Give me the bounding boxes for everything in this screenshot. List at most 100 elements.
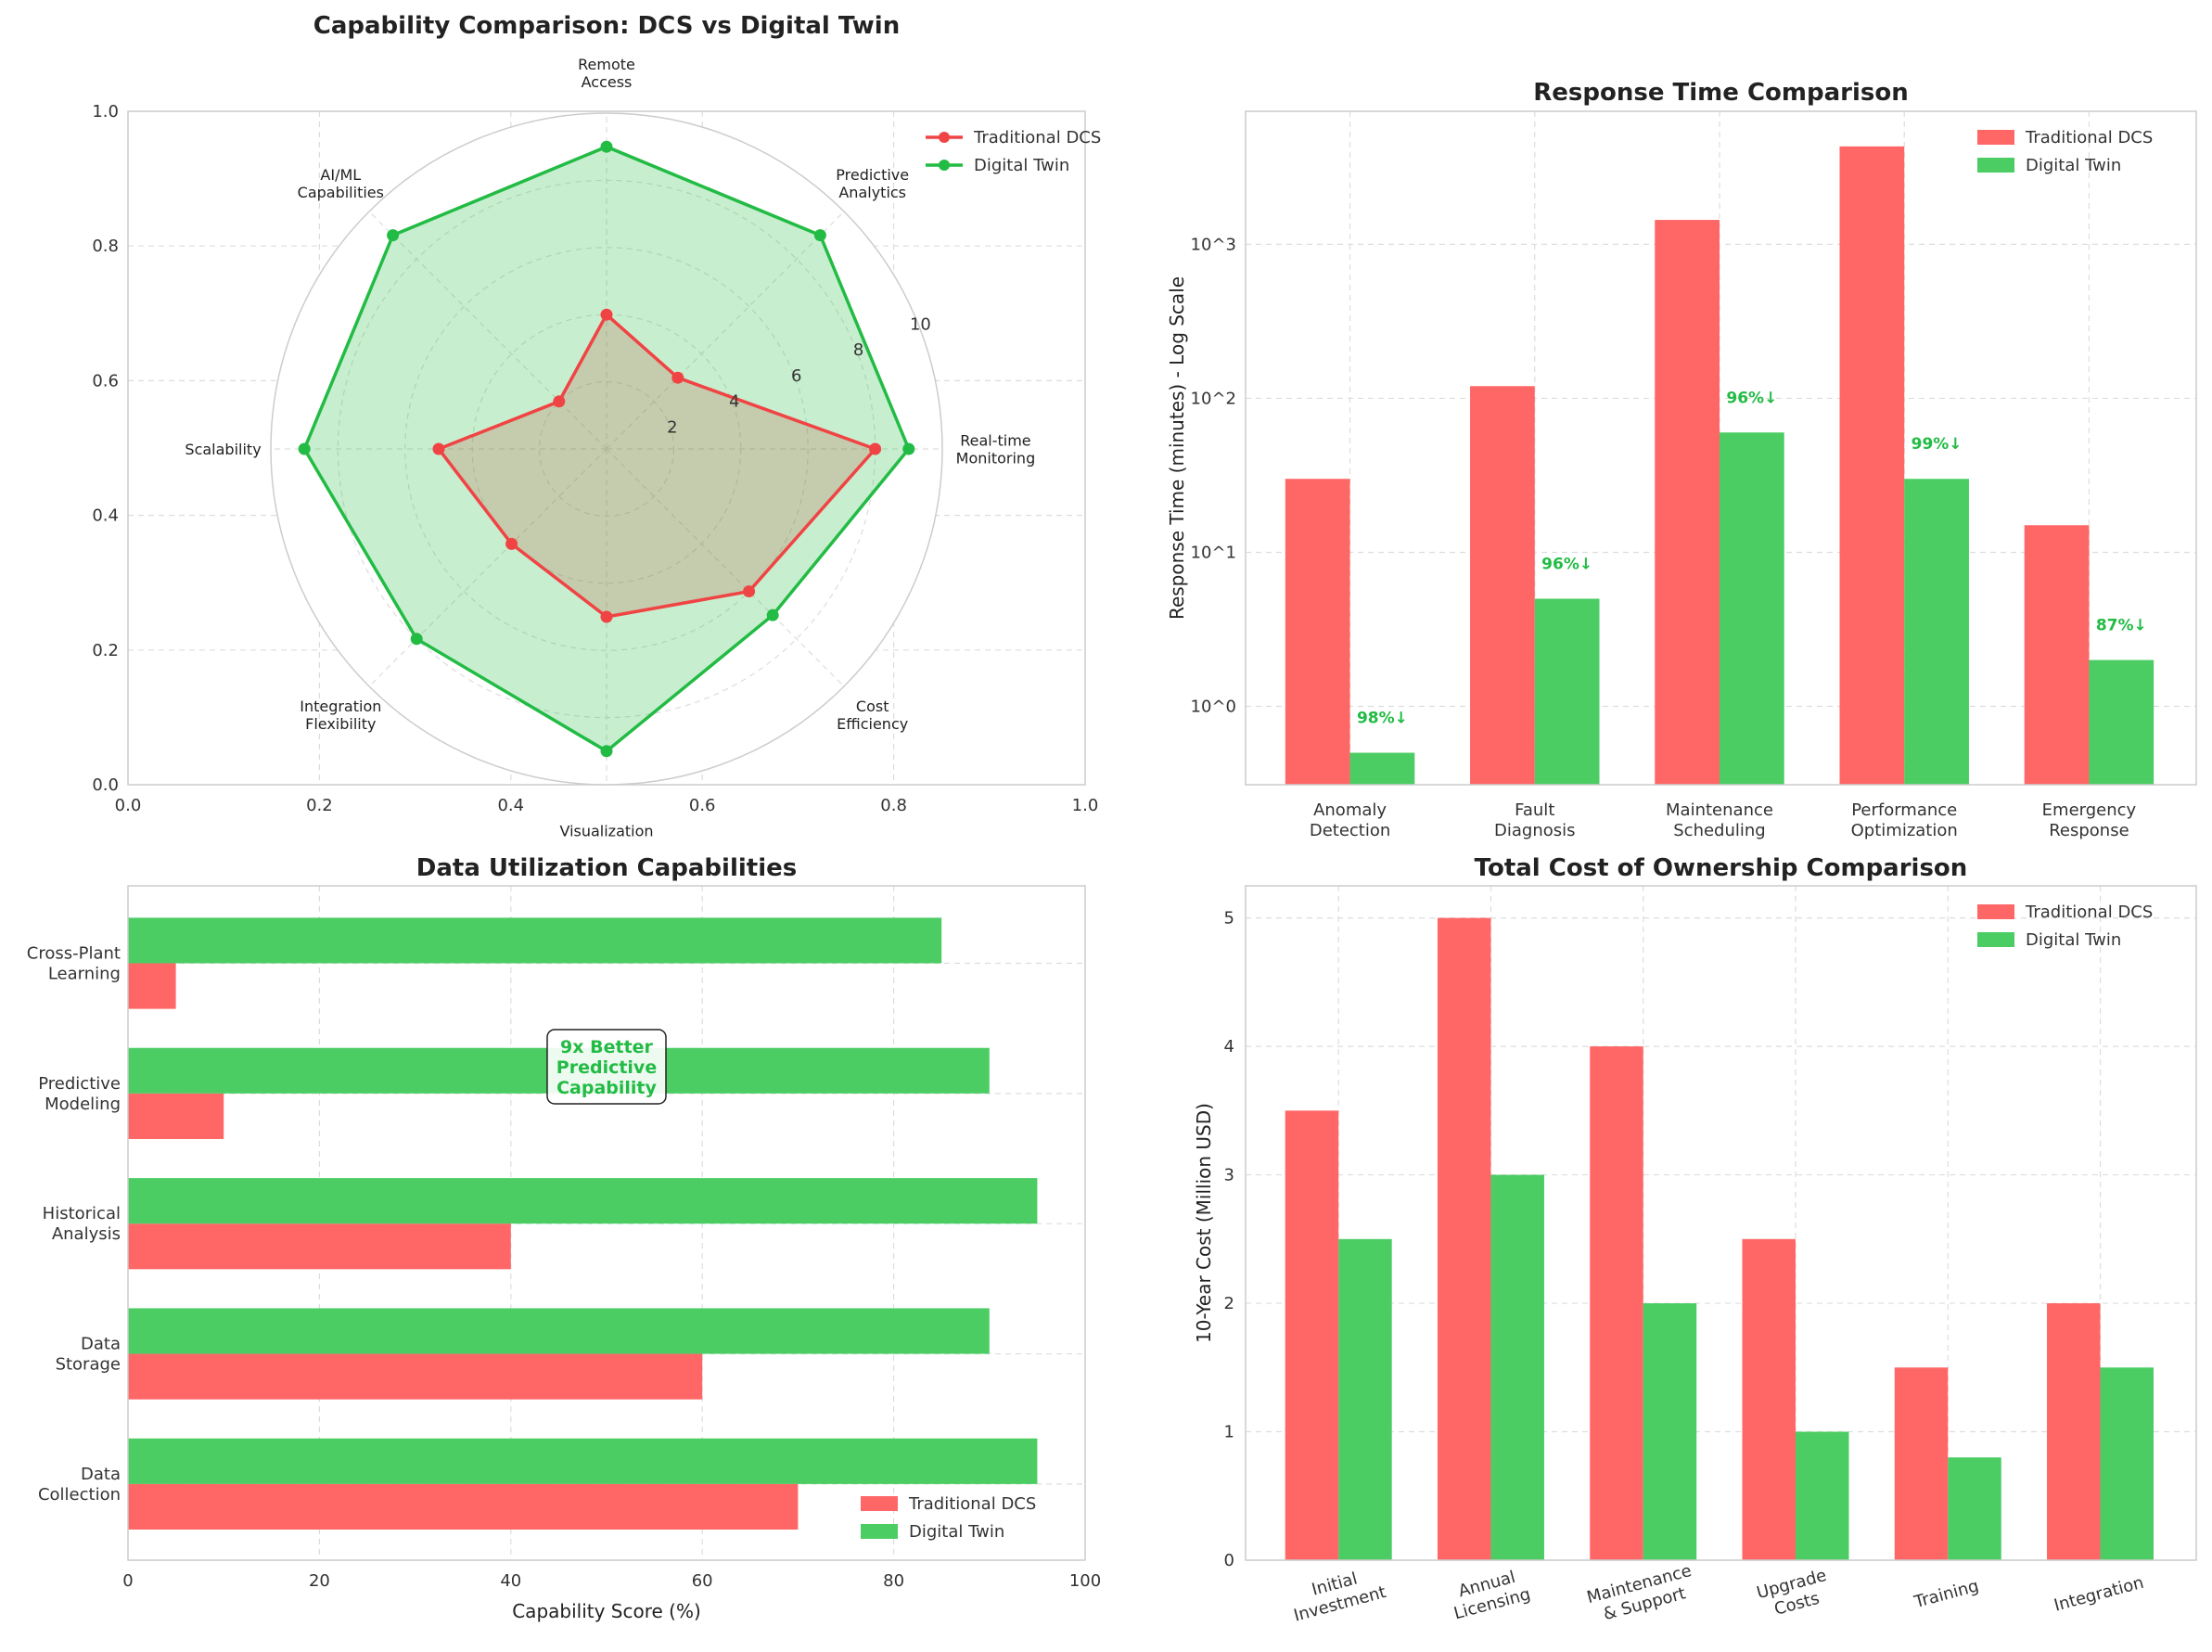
predictive-annotation-line: Capability bbox=[556, 1078, 657, 1098]
bar-dcs bbox=[1839, 146, 1905, 786]
legend-marker bbox=[939, 132, 950, 143]
axis-category-label: Scalability bbox=[185, 441, 261, 458]
data-utilization-panel: Data Utilization Capabilities 0 20 40 60 80 10… bbox=[27, 854, 1101, 1622]
x-tick-label: 0.8 bbox=[880, 796, 907, 815]
bar-dcs bbox=[1894, 1367, 1949, 1560]
y-tick-label-line: Data bbox=[81, 1335, 121, 1354]
y-tick-label-line: Learning bbox=[48, 965, 121, 984]
legend-swatch bbox=[1977, 932, 2014, 947]
y-tick-label: Historical Analysis bbox=[43, 1204, 121, 1244]
axis-category-label: AI/ML Capabilities bbox=[298, 166, 384, 201]
radar-point bbox=[432, 442, 445, 455]
axes-frame bbox=[1245, 885, 2197, 1561]
bar-dcs bbox=[1285, 479, 1350, 785]
x-tick-label: 80 bbox=[883, 1571, 904, 1591]
x-tick-label: 1.0 bbox=[1072, 796, 1099, 815]
y-tick-label-line: Cross-Plant bbox=[27, 944, 121, 964]
bar-dcs bbox=[128, 1223, 511, 1270]
axis-category-label-line: Remote bbox=[578, 56, 635, 73]
reduction-annotation: 96%↓ bbox=[1541, 555, 1592, 573]
x-tick-label-line: Performance bbox=[1851, 800, 1957, 820]
x-tick-label: Anomaly Detection bbox=[1310, 800, 1390, 840]
bar-digital-twin bbox=[2100, 1367, 2154, 1560]
x-tick-label: Maintenance Scheduling bbox=[1666, 800, 1773, 840]
legend-label: Traditional DCS bbox=[973, 128, 1101, 147]
y-tick-label: 0.4 bbox=[92, 506, 119, 526]
radar-point bbox=[743, 585, 756, 598]
x-tick-label: 0.6 bbox=[689, 796, 716, 815]
x-tick-label: 100 bbox=[1069, 1571, 1101, 1591]
y-tick-label: 0.8 bbox=[92, 237, 119, 256]
bar-digital-twin bbox=[1904, 479, 1969, 785]
bar-digital-twin bbox=[1534, 598, 1600, 785]
chart-title: Capability Comparison: DCS vs Digital Tw… bbox=[313, 12, 900, 40]
radar-point bbox=[671, 371, 684, 384]
grid-line bbox=[368, 448, 607, 687]
axis-category-label-line: AI/ML bbox=[320, 166, 361, 184]
r-tick-label: 2 bbox=[667, 417, 677, 437]
y-tick-label-line: Predictive bbox=[38, 1074, 121, 1094]
x-tick-label: 0.2 bbox=[306, 796, 333, 815]
x-tick-label-line: Anomaly bbox=[1313, 800, 1387, 820]
y-tick-label: 1 bbox=[1224, 1423, 1234, 1442]
reduction-annotation: 87%↓ bbox=[2096, 617, 2147, 635]
x-tick-label: Emergency Response bbox=[2042, 800, 2137, 840]
axis-category-label-line: Capabilities bbox=[298, 184, 384, 201]
annotation-box bbox=[546, 1029, 667, 1105]
x-tick-label: 20 bbox=[309, 1571, 330, 1591]
axes-frame bbox=[127, 885, 1086, 1561]
bar-digital-twin bbox=[1795, 1431, 1849, 1560]
axis-category-label-line: Efficiency bbox=[837, 715, 908, 733]
radar-point bbox=[600, 140, 613, 153]
axis-category-label-line: Monitoring bbox=[956, 450, 1036, 467]
legend-label: Digital Twin bbox=[2026, 156, 2121, 175]
y-tick-label-line: Modeling bbox=[45, 1095, 121, 1114]
y-tick-label: Data Collection bbox=[38, 1465, 121, 1505]
reduction-annotation: 98%↓ bbox=[1357, 710, 1408, 728]
legend-swatch bbox=[1977, 158, 2014, 173]
y-tick-label: 4 bbox=[1224, 1037, 1234, 1057]
radar-point bbox=[505, 537, 518, 550]
x-tick-label: Performance Optimization bbox=[1851, 800, 1958, 840]
axis-category-label: Real-time Monitoring bbox=[956, 432, 1036, 467]
y-tick-label: 0.6 bbox=[92, 371, 119, 391]
radar-point bbox=[600, 745, 613, 758]
x-tick-label-line: Detection bbox=[1310, 821, 1390, 840]
x-tick-label-line: Response bbox=[2049, 821, 2129, 840]
bar-dcs bbox=[2024, 525, 2090, 785]
radar-point bbox=[869, 442, 882, 455]
radar-fill-dcs bbox=[439, 314, 876, 617]
legend-label: Digital Twin bbox=[909, 1522, 1004, 1542]
radar-point bbox=[553, 395, 566, 408]
r-tick-label: 8 bbox=[853, 340, 863, 360]
bar-dcs bbox=[2047, 1303, 2101, 1560]
y-tick-label: 1.0 bbox=[92, 102, 119, 122]
bar-digital-twin bbox=[2089, 660, 2154, 785]
axis-category-label: Integration Flexibility bbox=[300, 698, 381, 733]
y-tick-label: 5 bbox=[1224, 909, 1234, 928]
y-tick-label: Predictive Modeling bbox=[38, 1074, 121, 1114]
bar-dcs bbox=[1285, 1110, 1339, 1560]
bar-digital-twin bbox=[1349, 752, 1415, 785]
axis-category-label-line: Real-time bbox=[960, 432, 1030, 450]
legend-label: Digital Twin bbox=[974, 156, 1069, 175]
x-tick-label-line: Emergency bbox=[2042, 800, 2137, 820]
bar-digital-twin bbox=[1490, 1174, 1544, 1560]
y-tick-label: 10^1 bbox=[1191, 543, 1236, 562]
bar-dcs bbox=[1655, 220, 1720, 785]
radar-point bbox=[813, 229, 826, 242]
axes-frame bbox=[1245, 110, 2197, 786]
radar-point bbox=[298, 442, 311, 455]
r-tick-label: 4 bbox=[729, 392, 739, 412]
radar-panel: Capability Comparison: DCS vs Digital Tw… bbox=[92, 12, 1101, 839]
y-tick-label: 10^0 bbox=[1191, 698, 1236, 717]
axis-category-label-line: Predictive bbox=[836, 166, 909, 184]
y-tick-label: 10^3 bbox=[1191, 235, 1236, 254]
radar-point bbox=[387, 229, 400, 242]
x-tick-label-line: Maintenance bbox=[1666, 800, 1773, 820]
legend-swatch bbox=[861, 1524, 898, 1539]
axis-category-label-line: Integration bbox=[300, 698, 381, 715]
chart-title: Data Utilization Capabilities bbox=[416, 854, 797, 882]
legend-swatch bbox=[861, 1496, 898, 1511]
